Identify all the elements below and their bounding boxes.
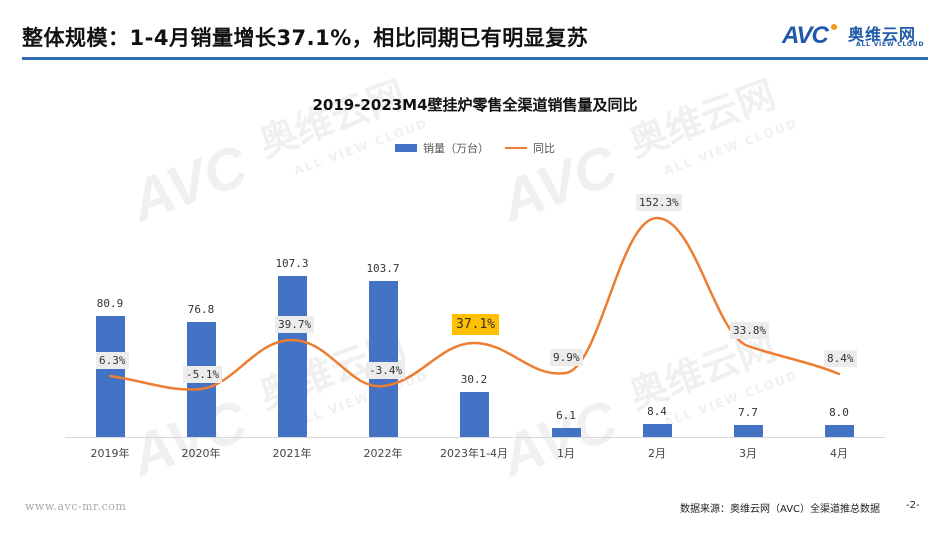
x-tick-label: 2020年 bbox=[181, 447, 221, 460]
bar-value-label: 8.0 bbox=[829, 406, 849, 419]
bar-2021 bbox=[278, 276, 307, 437]
chart-title: 2019-2023M4壁挂炉零售全渠道销售量及同比 bbox=[312, 96, 638, 114]
bar-value-label: 6.1 bbox=[556, 409, 576, 422]
logo-dot-icon bbox=[831, 24, 837, 30]
yoy-label: 8.4% bbox=[824, 350, 857, 367]
bar-value-label: 103.7 bbox=[366, 262, 400, 275]
logo-en-text: ALL VIEW CLOUD bbox=[856, 41, 925, 48]
x-tick-label: 4月 bbox=[830, 447, 848, 460]
yoy-label: 9.9% bbox=[550, 349, 583, 366]
yoy-label-highlight: 37.1% bbox=[452, 314, 500, 335]
yoy-label: 33.8% bbox=[730, 322, 770, 339]
x-axis-line bbox=[65, 437, 885, 438]
bar-value-label: 76.8 bbox=[187, 303, 215, 316]
bar-jan bbox=[552, 428, 581, 437]
page-title: 整体规模：1-4月销量增长37.1%，相比同期已有明显复苏 bbox=[22, 26, 589, 50]
x-tick-label: 3月 bbox=[739, 447, 757, 460]
legend-item-yoy: 同比 bbox=[533, 142, 555, 155]
bar-value-label: 30.2 bbox=[460, 373, 488, 386]
bar-apr bbox=[825, 425, 854, 437]
avc-logo: AVC 奥维云网 ALL VIEW CLOUD bbox=[782, 20, 932, 50]
yoy-label: 6.3% bbox=[96, 352, 129, 369]
yoy-label: -3.4% bbox=[366, 362, 406, 379]
x-tick-label: 2021年 bbox=[272, 447, 312, 460]
yoy-label: -5.1% bbox=[183, 366, 223, 383]
bar-feb bbox=[643, 424, 672, 437]
bar-2023-1-4 bbox=[460, 392, 489, 437]
legend-line-swatch-icon bbox=[505, 147, 527, 149]
x-tick-label: 2023年1-4月 bbox=[440, 447, 508, 460]
page-number: -2- bbox=[906, 500, 920, 511]
logo-cn-text: 奥维云网 bbox=[848, 25, 917, 44]
bar-2022 bbox=[369, 281, 398, 437]
bar-value-label: 7.7 bbox=[738, 406, 758, 419]
bar-value-label: 8.4 bbox=[647, 405, 667, 418]
bar-value-label: 107.3 bbox=[275, 257, 309, 270]
yoy-label: 39.7% bbox=[275, 316, 315, 333]
yoy-label: 152.3% bbox=[636, 194, 682, 211]
chart-legend: 销量（万台） 同比 bbox=[0, 140, 950, 156]
x-tick-label: 2019年 bbox=[90, 447, 130, 460]
x-tick-label: 1月 bbox=[557, 447, 575, 460]
footer-data-source: 数据来源：奥维云网（AVC）全渠道推总数据 bbox=[680, 504, 881, 515]
legend-bar-swatch-icon bbox=[395, 144, 417, 152]
footer-website: www.avc-mr.com bbox=[25, 500, 127, 513]
bar-value-label: 80.9 bbox=[96, 297, 124, 310]
title-divider bbox=[22, 57, 928, 60]
logo-mark: AVC bbox=[782, 22, 829, 49]
bar-mar bbox=[734, 425, 763, 437]
x-tick-label: 2022年 bbox=[363, 447, 403, 460]
x-tick-label: 2月 bbox=[648, 447, 666, 460]
legend-item-sales: 销量（万台） bbox=[423, 142, 489, 155]
